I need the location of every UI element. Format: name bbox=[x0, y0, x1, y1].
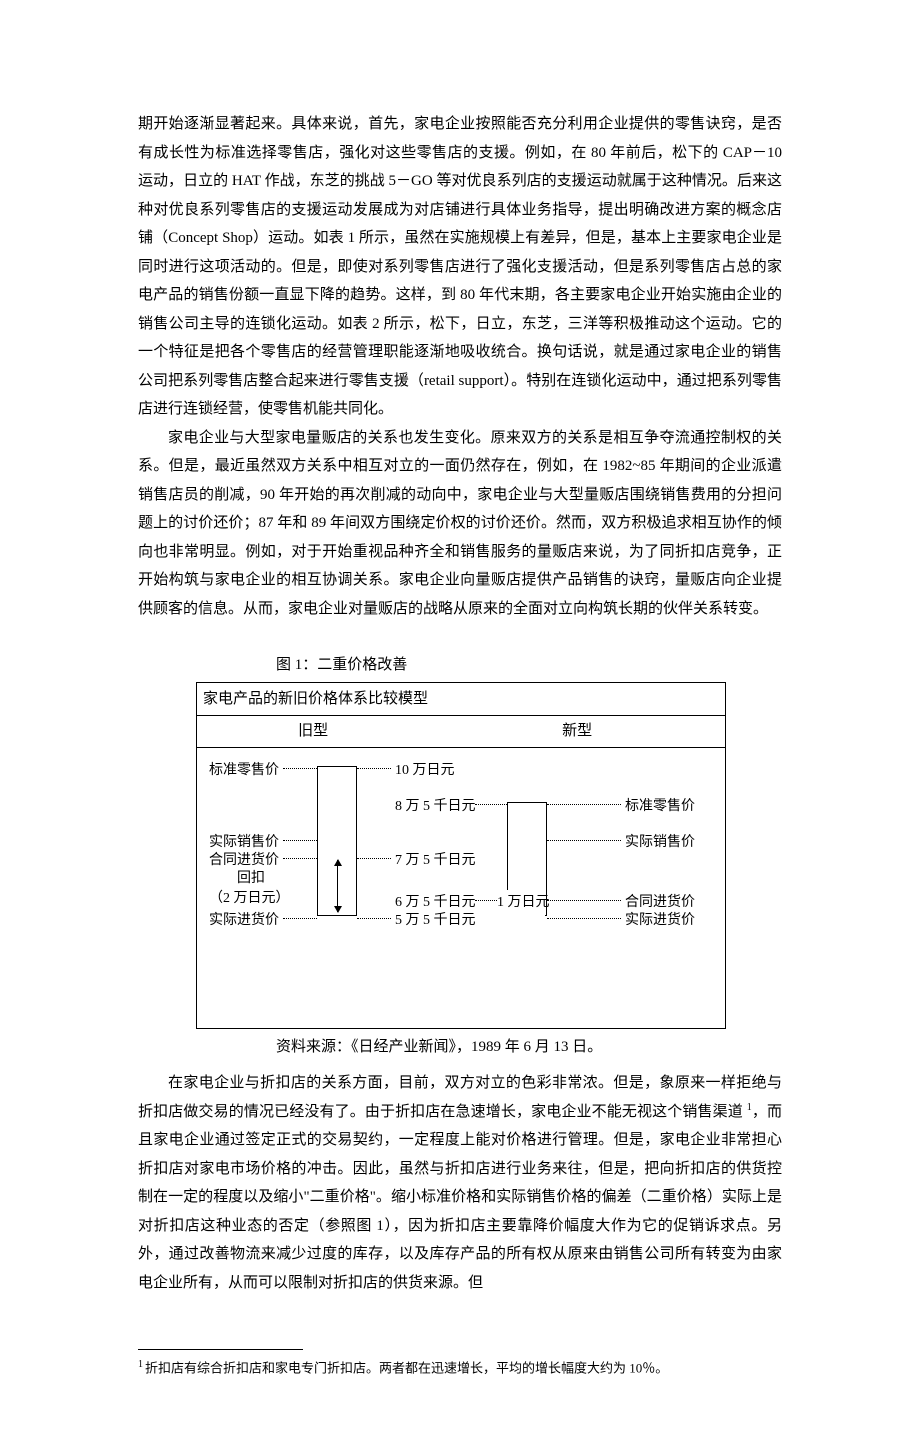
lbl-actual-purchase-new: 实际进货价 bbox=[625, 908, 695, 935]
lbl-gap1: 1 万日元 bbox=[497, 890, 545, 917]
lbl-85: 8 万 5 千日元 bbox=[395, 794, 476, 821]
dots-actual-sale-old bbox=[283, 840, 317, 841]
dots-old-bottom-l bbox=[283, 918, 317, 919]
lbl-75: 7 万 5 千日元 bbox=[395, 848, 476, 875]
rebate-arrow bbox=[337, 860, 338, 912]
paragraph-1: 期开始逐渐显著起来。具体来说，首先，家电企业按照能否充分利用企业提供的零售诀窍，… bbox=[138, 110, 782, 424]
paragraph-3: 在家电企业与折扣店的关系方面，目前，双方对立的色彩非常浓。但是，象原来一样拒绝与… bbox=[138, 1069, 782, 1297]
figure-title: 图 1：二重价格改善 bbox=[276, 651, 726, 680]
figure-body: 标准零售价 10 万日元 8 万 5 千日元 标准零售价 实际销售价 合同进货价… bbox=[197, 748, 725, 1028]
footnote-marker: 1 bbox=[138, 1359, 143, 1370]
footnote-separator bbox=[138, 1349, 303, 1350]
figure-column-headers: 旧型 新型 bbox=[197, 716, 725, 748]
paragraph-2: 家电企业与大型家电量贩店的关系也发生变化。原来双方的关系是相互争夺流通控制权的关… bbox=[138, 424, 782, 624]
footnote-1: 1折扣店有综合折扣店和家电专门折扣店。两者都在迅速增长，平均的增长幅度大约为 1… bbox=[138, 1356, 782, 1379]
lbl-std-retail-new: 标准零售价 bbox=[625, 794, 695, 821]
lbl-actual-purchase-old: 实际进货价 bbox=[209, 908, 279, 935]
dots-new-contract-r bbox=[547, 900, 621, 901]
dots-old-bottom-r bbox=[357, 918, 391, 919]
figure-1: 图 1：二重价格改善 家电产品的新旧价格体系比较模型 旧型 新型 标准零售价 1… bbox=[196, 651, 726, 1061]
col-new: 新型 bbox=[429, 716, 725, 747]
dots-75-right bbox=[357, 858, 391, 859]
dots-new-actual-sale bbox=[547, 840, 621, 841]
dots-contract-old bbox=[283, 858, 317, 859]
figure-header: 家电产品的新旧价格体系比较模型 bbox=[197, 683, 725, 717]
figure-box: 家电产品的新旧价格体系比较模型 旧型 新型 标准零售价 10 万日元 8 万 5… bbox=[196, 682, 726, 1029]
lbl-actual-sale-new: 实际销售价 bbox=[625, 830, 695, 857]
dots-new-top-right bbox=[547, 804, 621, 805]
paragraph-3b: ，而且家电企业通过签定正式的交易契约，一定程度上能对价格进行管理。但是，家电企业… bbox=[138, 1104, 782, 1291]
lbl-55: 5 万 5 千日元 bbox=[395, 908, 476, 935]
figure-source: 资料来源：《日经产业新闻》，1989 年 6 月 13 日。 bbox=[276, 1033, 726, 1062]
footnote-text: 折扣店有综合折扣店和家电专门折扣店。两者都在迅速增长，平均的增长幅度大约为 10… bbox=[145, 1360, 668, 1375]
lbl-10: 10 万日元 bbox=[395, 758, 455, 785]
paragraph-3a: 在家电企业与折扣店的关系方面，目前，双方对立的色彩非常浓。但是，象原来一样拒绝与… bbox=[138, 1075, 782, 1120]
col-old: 旧型 bbox=[197, 716, 429, 747]
dots-new-bottom bbox=[547, 918, 621, 919]
dots-old-top-right bbox=[357, 768, 391, 769]
lbl-std-retail-old: 标准零售价 bbox=[209, 758, 279, 785]
dots-new-top-left bbox=[475, 804, 507, 805]
dots-old-top-left bbox=[283, 768, 317, 769]
